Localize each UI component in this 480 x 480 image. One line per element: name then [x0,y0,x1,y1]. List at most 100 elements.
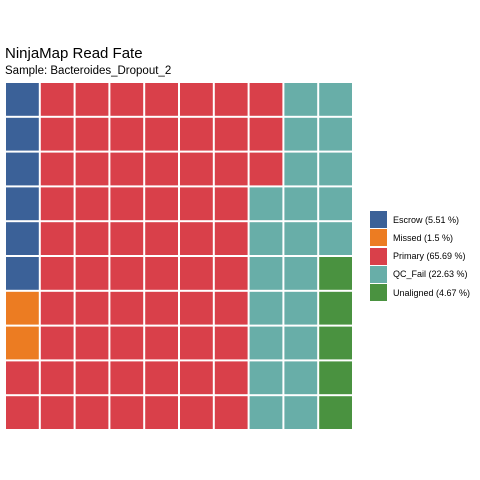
legend-item-primary: Primary (65.69 %) [370,247,470,265]
waffle-cell-unaligned [319,361,352,395]
waffle-cell-primary [75,117,109,151]
waffle-cell-primary [75,152,109,186]
waffle-cell-primary [110,257,144,290]
waffle-cell-primary [214,396,248,429]
waffle-cell-primary [110,187,144,221]
waffle-cell-primary [249,83,283,116]
waffle-cell-qc-fail [284,117,318,151]
waffle-cell-unaligned [319,291,352,325]
waffle-cell-primary [180,83,213,116]
waffle-cell-escrow [6,222,39,255]
legend-item-unaligned: Unaligned (4.67 %) [370,284,470,302]
waffle-cell-qc-fail [319,83,352,116]
waffle-cell-primary [110,152,144,186]
waffle-cell-qc-fail [284,152,318,186]
waffle-cell-primary [6,396,39,429]
waffle-cell-primary [40,222,74,255]
waffle-cell-primary [214,222,248,255]
waffle-cell-missed [6,326,39,360]
legend-key-missed [370,229,387,247]
waffle-cell-primary [40,326,74,360]
waffle-cell-primary [40,257,74,290]
legend-item-missed: Missed (1.5 %) [370,229,470,247]
waffle-cell-primary [180,361,213,395]
waffle-cell-primary [214,187,248,221]
legend-label-escrow: Escrow (5.51 %) [393,214,460,225]
waffle-cell-primary [180,187,213,221]
waffle-cell-qc-fail [319,152,352,186]
waffle-cell-qc-fail [284,83,318,116]
waffle-cell-primary [214,152,248,186]
waffle-cell-primary [249,152,283,186]
waffle-cell-qc-fail [284,222,318,255]
waffle-cell-qc-fail [319,187,352,221]
waffle-cell-unaligned [319,396,352,429]
waffle-cell-qc-fail [249,222,283,255]
waffle-cell-primary [75,257,109,290]
waffle-cell-qc-fail [249,396,283,429]
waffle-cell-primary [40,396,74,429]
waffle-cell-qc-fail [284,187,318,221]
waffle-cell-primary [110,326,144,360]
waffle-cell-primary [110,361,144,395]
waffle-cell-primary [214,326,248,360]
waffle-cell-primary [214,117,248,151]
legend-label-qc-fail: QC_Fail (22.63 %) [393,269,468,280]
waffle-cell-primary [40,361,74,395]
waffle-cell-primary [214,361,248,395]
legend-key-qc-fail [370,265,387,283]
waffle-cell-primary [214,291,248,325]
waffle-cell-primary [40,117,74,151]
waffle-cell-qc-fail [249,257,283,290]
waffle-cell-escrow [6,152,39,186]
waffle-cell-unaligned [319,326,352,360]
waffle-cell-primary [40,291,74,325]
legend-item-qc-fail: QC_Fail (22.63 %) [370,265,470,283]
waffle-cell-primary [180,117,213,151]
legend-key-escrow [370,211,387,228]
waffle-cell-primary [110,83,144,116]
legend-key-primary [370,247,387,265]
waffle-cell-qc-fail [284,257,318,290]
waffle-cell-qc-fail [284,361,318,395]
waffle-cell-primary [145,257,178,290]
waffle-cell-primary [110,396,144,429]
waffle-cell-primary [145,152,178,186]
waffle-cell-primary [180,152,213,186]
waffle-cell-primary [75,222,109,255]
waffle-cell-primary [145,222,178,255]
legend-item-escrow: Escrow (5.51 %) [370,211,470,228]
waffle-cell-qc-fail [284,396,318,429]
waffle-cell-primary [110,117,144,151]
waffle-cell-missed [6,291,39,325]
waffle-cell-primary [110,291,144,325]
waffle-cell-primary [180,222,213,255]
waffle-cell-primary [180,291,213,325]
legend-label-primary: Primary (65.69 %) [393,251,466,262]
chart-subtitle: Sample: Bacteroides_Dropout_2 [5,65,172,77]
waffle-cell-primary [145,326,178,360]
waffle-cell-primary [75,396,109,429]
waffle-cell-primary [145,187,178,221]
waffle-cell-primary [180,396,213,429]
waffle-cell-qc-fail [319,222,352,255]
waffle-cell-qc-fail [284,291,318,325]
waffle-cell-primary [75,326,109,360]
chart-title: NinjaMap Read Fate [5,45,143,62]
waffle-cell-escrow [6,83,39,116]
waffle-cell-primary [214,257,248,290]
waffle-cell-primary [180,326,213,360]
waffle-cell-qc-fail [284,326,318,360]
waffle-cell-unaligned [319,257,352,290]
waffle-cell-escrow [6,257,39,290]
waffle-cell-qc-fail [249,361,283,395]
legend: Escrow (5.51 %) Missed (1.5 %) Primary (… [370,211,470,302]
waffle-cell-primary [110,222,144,255]
waffle-cell-escrow [6,187,39,221]
waffle-cell-qc-fail [319,117,352,151]
waffle-cell-primary [75,291,109,325]
waffle-cell-primary [145,361,178,395]
waffle-cell-qc-fail [249,326,283,360]
waffle-cell-primary [214,83,248,116]
